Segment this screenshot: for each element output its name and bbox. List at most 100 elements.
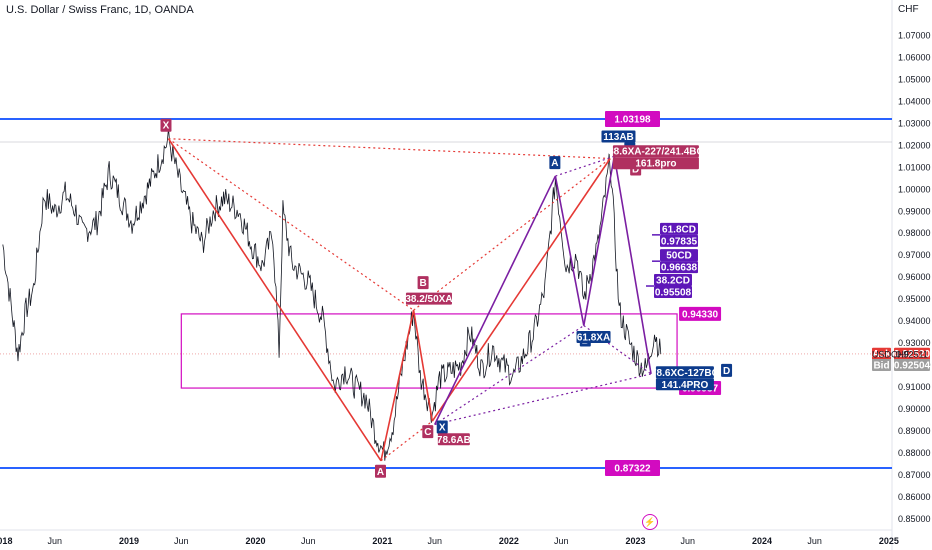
level-label-bg <box>605 110 660 127</box>
ask-tag-label-bg <box>872 347 891 360</box>
x-tick-label: 2018 <box>0 536 12 546</box>
xc-ratio-label: 78.6AB <box>437 435 471 446</box>
x-tick-label: Jun <box>174 536 189 546</box>
target-label: 50CD <box>666 251 692 262</box>
purple-pattern-leg <box>434 175 557 425</box>
xc-ratio-label-bg <box>437 433 470 446</box>
red-point-label: C <box>424 427 431 438</box>
lightning-icon[interactable]: ⚡ <box>642 514 658 530</box>
y-tick-label: 0.88000 <box>898 448 931 458</box>
bid-tag-value: 0.92504 <box>894 361 931 372</box>
x-tick-label: Jun <box>807 536 822 546</box>
purple-pattern-leg <box>583 156 616 326</box>
x-tick-label: 2025 <box>879 536 899 546</box>
horizontal-levels: 1.03198 0.87322 <box>0 110 892 476</box>
y-tick-label: 0.89000 <box>898 426 931 436</box>
symbol-tag: USDCHF <box>872 349 910 359</box>
time-axis[interactable]: 2018 Jun 2019 Jun 2020 Jun 2021 Jun 2022 Jun 2023 J… <box>0 529 899 546</box>
support-resistance-zone: 0.943300.90957 <box>180 306 722 396</box>
level-label: 0.87322 <box>614 463 651 474</box>
red-pattern-leg <box>380 310 415 461</box>
y-tick-label: 1.00000 <box>898 184 931 194</box>
symbol-title: U.S. Dollar / Swiss Franc, 1D, OANDA <box>6 4 194 16</box>
target-label-bg <box>654 274 692 287</box>
y-tick-label: 1.07000 <box>898 30 931 40</box>
target-value: 0.97835 <box>661 236 698 247</box>
target-value: 0.96638 <box>661 263 698 274</box>
bid-tag-label: Bid <box>873 361 889 372</box>
y-tick-label: 0.93000 <box>898 338 931 348</box>
xd-ratio-label-1-bg <box>612 145 699 158</box>
red-pattern-leg <box>412 310 434 422</box>
purple-point-label-bg <box>436 420 448 434</box>
purple-point-label-bg <box>721 363 733 377</box>
annotation-labels: XABCDXABCD38.2/50XA78.6AB88.6XA-227/241.… <box>160 118 733 478</box>
bc-ratio-label: 113AB <box>603 132 634 143</box>
x-tick-label: Jun <box>554 536 569 546</box>
usdchf-price-line <box>2 127 662 461</box>
y-tick-label: 0.86000 <box>898 492 931 502</box>
x-tick-label: Jun <box>427 536 442 546</box>
red-ratio-connector <box>168 138 611 160</box>
purple-b-ratio-label: 61.8XA <box>577 333 610 344</box>
red-point-label: D <box>632 164 639 175</box>
red-ratio-connector <box>168 138 414 311</box>
target-value: 0.95508 <box>655 288 692 299</box>
y-tick-label: 0.99000 <box>898 206 931 216</box>
purple-point-label-bg <box>549 156 561 170</box>
x-tick-label: 2019 <box>119 536 139 546</box>
y-tick-label: 1.03000 <box>898 118 931 128</box>
purple-d-ratio-label-2-bg <box>655 378 714 391</box>
xd-ratio-label-2: 161.8pro <box>635 159 676 170</box>
target-value-bg <box>660 234 698 247</box>
ask-tag-value-bg <box>894 347 930 360</box>
purple-pattern-leg <box>554 175 585 326</box>
y-tick-label: 1.05000 <box>898 74 931 84</box>
y-tick-label: 0.97000 <box>898 250 931 260</box>
price-axis[interactable]: 0.85000 0.86000 0.87000 0.88000 0.89000 0.900… <box>891 0 931 550</box>
x-tick-label: 2022 <box>499 536 519 546</box>
red-ratio-connector <box>380 420 433 462</box>
red-point-label-bg <box>417 276 429 290</box>
xb-ratio-label-bg <box>405 292 452 305</box>
x-tick-label: Jun <box>681 536 696 546</box>
y-tick-label: 0.87000 <box>898 470 931 480</box>
y-tick-label: 0.95000 <box>898 294 931 304</box>
y-tick-label: 1.06000 <box>898 52 931 62</box>
red-point-label-bg <box>160 118 172 132</box>
purple-point-label: D <box>723 366 730 377</box>
purple-d-ratio-label-2: 141.4PRO <box>662 380 709 391</box>
ask-tag-value: 0.92520 <box>894 349 931 360</box>
bid-tag-label-bg <box>872 359 891 372</box>
red-point-label: X <box>163 121 170 132</box>
y-tick-label: 1.01000 <box>898 162 931 172</box>
red-point-label-bg <box>422 425 434 439</box>
red-pattern-leg <box>431 158 611 422</box>
xd-ratio-label-2-bg <box>612 157 699 170</box>
y-tick-label: 0.94000 <box>898 316 931 326</box>
y-tick-label: 0.90000 <box>898 404 931 414</box>
purple-ratio-connector <box>555 155 615 177</box>
red-point-label: B <box>419 278 426 289</box>
purple-ratio-connector <box>583 325 652 375</box>
red-point-label: A <box>377 467 384 478</box>
target-value-bg <box>654 286 692 299</box>
level-label: 1.03198 <box>614 114 651 125</box>
bid-tag-value-bg <box>894 359 930 372</box>
target-label: 61.8CD <box>662 224 696 235</box>
y-tick-label: 0.91000 <box>898 382 931 392</box>
currency-unit: CHF <box>898 4 919 15</box>
purple-pattern-leg <box>613 156 652 375</box>
red-pattern-leg <box>167 138 382 462</box>
x-tick-label: Jun <box>48 536 63 546</box>
x-tick-label: Jun <box>301 536 316 546</box>
y-tick-label: 0.98000 <box>898 228 931 238</box>
zone-top-label-bg <box>679 306 722 321</box>
xb-ratio-label: 38.2/50XA <box>405 294 452 305</box>
x-tick-label: 2020 <box>245 536 265 546</box>
y-tick-label: 0.96000 <box>898 272 931 282</box>
purple-point-label: X <box>439 422 446 433</box>
x-tick-label: 2023 <box>625 536 645 546</box>
